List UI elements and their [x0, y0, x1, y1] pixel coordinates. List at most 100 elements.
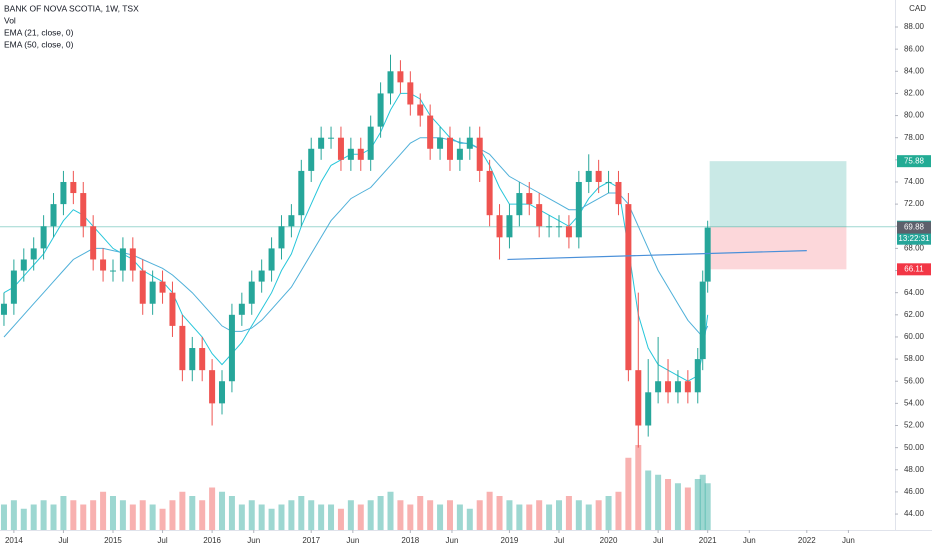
ema-line: [3, 137, 709, 338]
volume-bar: [288, 500, 295, 530]
indicator-label: EMA (21, close, 0): [4, 27, 74, 37]
candle-body: [605, 181, 612, 183]
volume-bar: [10, 500, 17, 530]
candle-body: [337, 137, 344, 160]
candle-body: [219, 381, 226, 404]
volume-bar: [40, 500, 47, 530]
volume-bar: [149, 504, 156, 530]
candle-body: [248, 281, 255, 304]
x-tick-label: Jul: [157, 536, 167, 545]
x-tick-label: Jun: [842, 536, 855, 545]
volume-bar: [209, 487, 216, 530]
volume-bar: [387, 491, 394, 530]
countdown: 13:22:31: [898, 234, 930, 243]
volume-bar: [699, 474, 706, 530]
support-line: [507, 250, 807, 261]
x-tick-label: 2021: [699, 536, 717, 545]
candle-body: [546, 226, 553, 228]
candle-body: [100, 259, 107, 271]
y-tick-label: 62.00: [904, 310, 925, 319]
volume-bar: [615, 491, 622, 530]
volume-bar: [565, 496, 572, 530]
candle-body: [615, 181, 622, 205]
candle-body: [238, 303, 245, 315]
y-tick-label: 80.00: [904, 111, 925, 120]
candle-body: [446, 137, 453, 160]
x-tick-label: 2019: [501, 536, 519, 545]
volume-bar: [189, 496, 196, 530]
y-tick-label: 82.00: [904, 89, 925, 98]
candle-body: [585, 170, 592, 182]
candle-body: [417, 104, 424, 116]
volume-bar: [337, 508, 344, 530]
candle-body: [694, 359, 701, 393]
countdown-bg: [897, 232, 931, 245]
candle-body: [109, 270, 116, 272]
x-tick-label: Jun: [346, 536, 359, 545]
x-tick-label: 2020: [600, 536, 618, 545]
last-price-label: 69.88: [904, 223, 925, 232]
candle-body: [149, 281, 156, 304]
volume-bar: [407, 504, 414, 530]
candle-body: [437, 137, 444, 149]
candle-body: [308, 148, 315, 171]
y-tick-label: 64.00: [904, 288, 925, 297]
y-tick-label: 52.00: [904, 421, 925, 430]
candle-body: [328, 137, 335, 139]
candle-body: [10, 270, 17, 304]
volume-bar: [635, 445, 642, 530]
volume-bar: [496, 496, 503, 530]
ema-line: [3, 92, 709, 382]
volume-bar: [0, 504, 7, 530]
candle-body: [496, 215, 503, 238]
volume-bar: [665, 479, 672, 530]
volume-bar: [179, 491, 186, 530]
volume-bar: [645, 470, 652, 530]
candle-body: [536, 204, 543, 227]
volume-bar: [437, 504, 444, 530]
candle-body: [169, 292, 176, 326]
candle-body: [377, 93, 384, 127]
candle-body: [674, 381, 681, 393]
y-tick-label: 74.00: [904, 177, 925, 186]
candle-body: [704, 227, 711, 282]
volume-bar: [694, 479, 701, 530]
volume-bar: [298, 496, 305, 530]
volume-bar: [357, 504, 364, 530]
candle-body: [387, 71, 394, 94]
candle-body: [635, 370, 642, 426]
volume-bar: [30, 504, 37, 530]
volume-bar: [704, 483, 711, 530]
stop-label-bg: [897, 263, 931, 276]
volume-bar: [476, 500, 483, 530]
y-tick-label: 48.00: [904, 465, 925, 474]
currency-label: CAD: [909, 4, 926, 13]
candle-body: [70, 181, 77, 194]
x-tick-label: 2018: [401, 536, 419, 545]
volume-bar: [427, 500, 434, 530]
candle-body: [575, 181, 582, 238]
candle-body: [357, 148, 364, 160]
candle-body: [526, 193, 533, 205]
candle-body: [0, 303, 7, 315]
candle-body: [407, 82, 414, 105]
volume-bar: [377, 496, 384, 530]
candle-body: [50, 204, 57, 227]
candle-body: [318, 137, 325, 149]
volume-bar: [526, 504, 533, 530]
x-tick-label: Jun: [743, 536, 756, 545]
candle-body: [209, 370, 216, 404]
volume-bar: [417, 496, 424, 530]
candle-body: [595, 170, 602, 182]
y-tick-label: 84.00: [904, 66, 925, 75]
volume-bar: [169, 500, 176, 530]
candle-body: [476, 137, 483, 171]
candle-body: [20, 259, 27, 271]
candle-body: [565, 226, 572, 238]
volume-bar: [238, 504, 245, 530]
target-label: 75.88: [904, 156, 925, 165]
x-tick-label: Jul: [58, 536, 68, 545]
volume-bar: [328, 504, 335, 530]
candle-body: [119, 248, 126, 271]
volume-bar: [486, 491, 493, 530]
